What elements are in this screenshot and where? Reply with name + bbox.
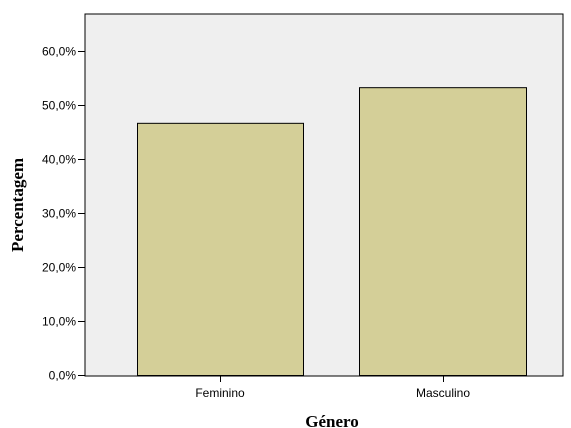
y-tick-label: 40,0% <box>42 153 76 167</box>
x-tick-label-masculino: Masculino <box>416 386 470 400</box>
x-axis-ticks: Feminino Masculino <box>195 376 470 400</box>
bar-masculino <box>359 87 527 377</box>
y-tick-label: 10,0% <box>42 315 76 329</box>
x-axis-title: Género <box>305 412 359 428</box>
y-tick-label: 20,0% <box>42 261 76 275</box>
y-axis-ticks: 0,0% 10,0% 20,0% 30,0% 40,0% 50,0% 60,0% <box>42 45 85 383</box>
y-tick-label: 30,0% <box>42 207 76 221</box>
y-tick-label: 0,0% <box>49 369 77 383</box>
y-tick-label: 50,0% <box>42 99 76 113</box>
y-tick-label: 60,0% <box>42 45 76 59</box>
bars <box>137 87 527 377</box>
y-axis-title: Percentagem <box>8 158 27 252</box>
x-tick-label-feminino: Feminino <box>195 386 245 400</box>
bar-feminino <box>137 122 304 376</box>
